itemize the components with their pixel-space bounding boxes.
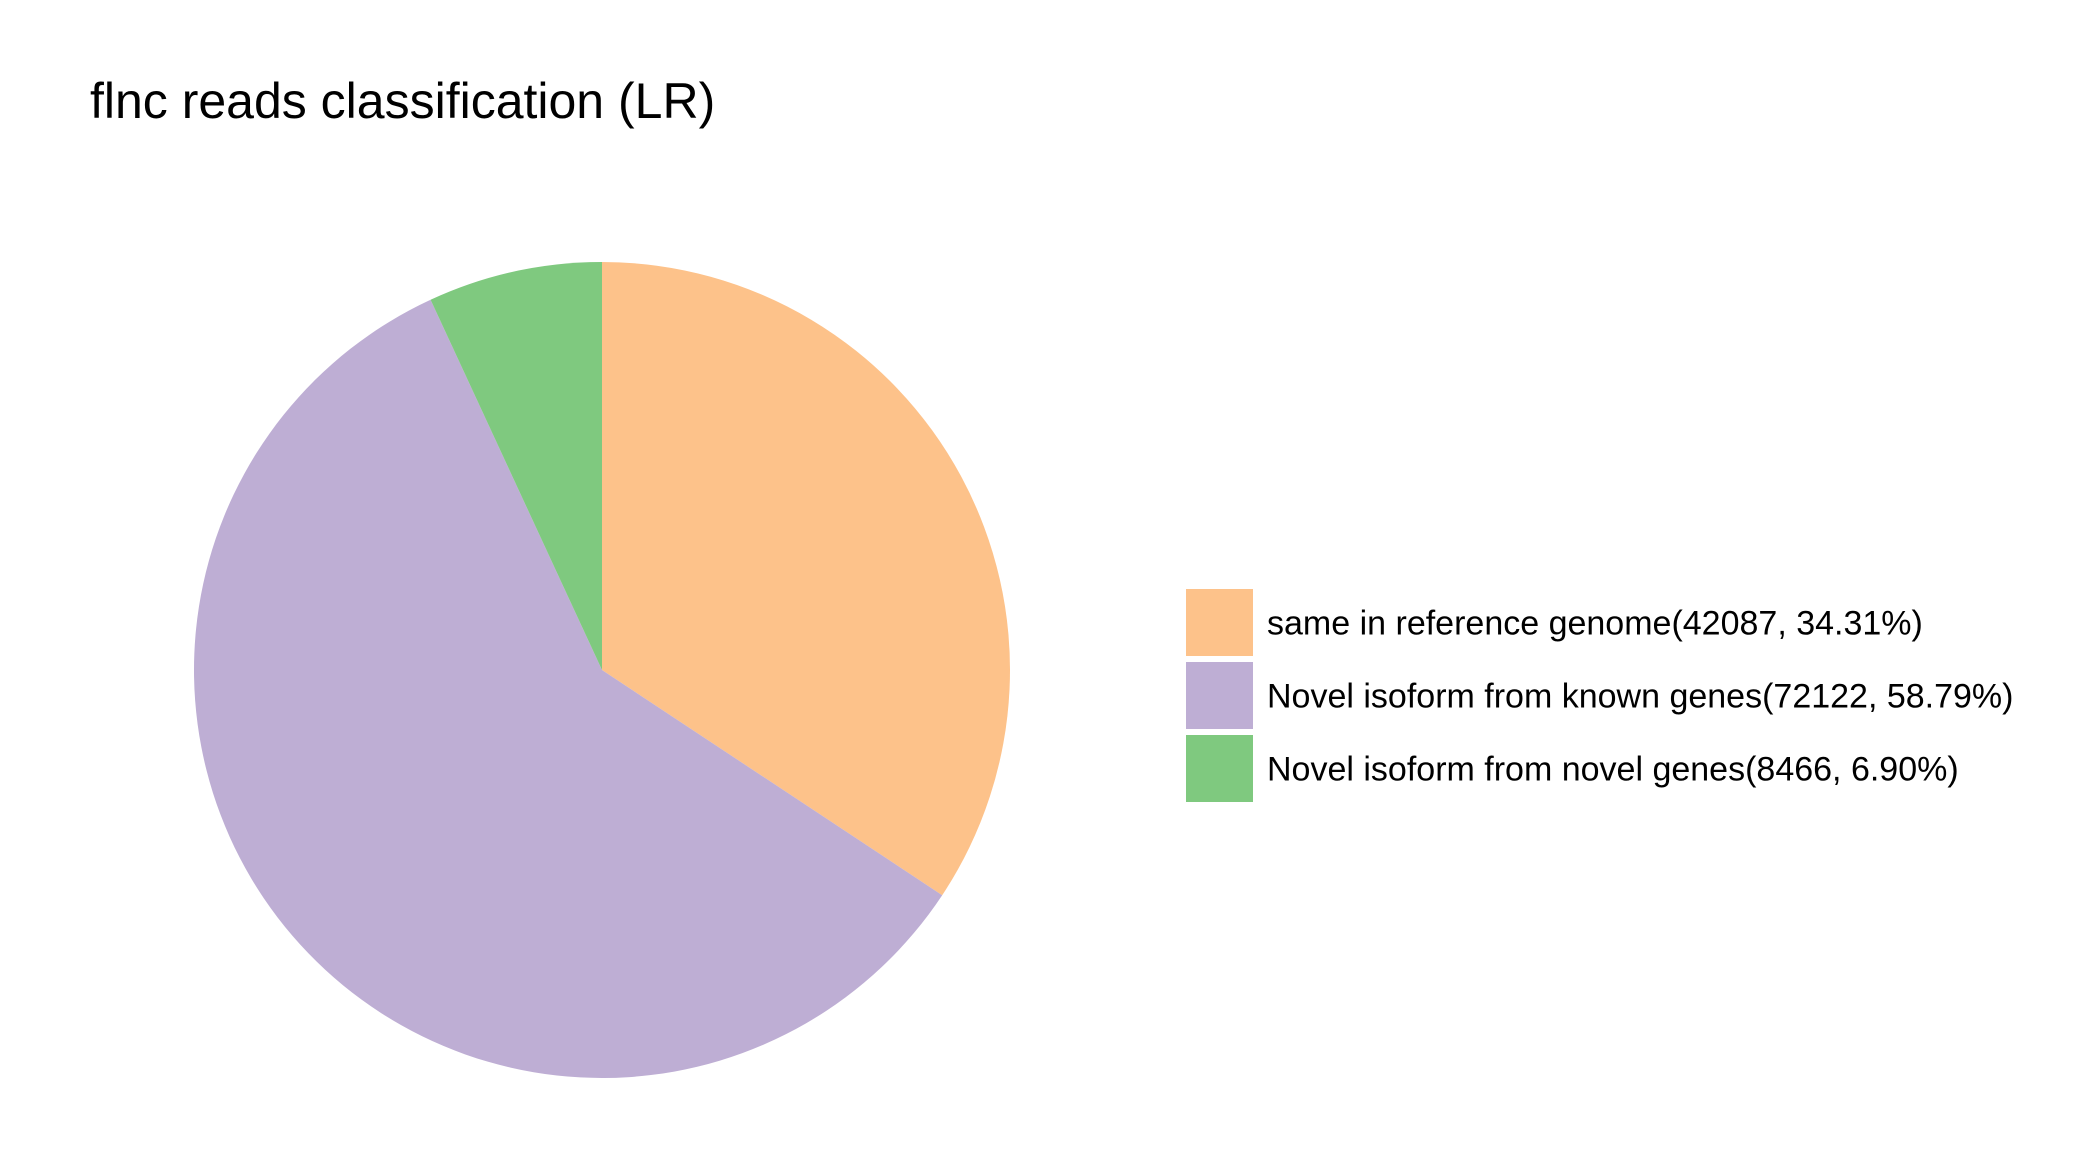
legend: same in reference genome(42087, 34.31%) N… xyxy=(1186,589,2014,802)
pie-slices xyxy=(193,262,1010,1079)
legend-swatch-3 xyxy=(1186,735,1253,802)
pie-slice-1 xyxy=(602,262,1010,896)
legend-swatch-1 xyxy=(1186,589,1253,656)
legend-label-1: same in reference genome(42087, 34.31%) xyxy=(1267,605,1923,643)
pie-slice-3 xyxy=(430,262,602,670)
legend-swatch-2 xyxy=(1186,662,1253,729)
legend-label-3: Novel isoform from novel genes(8466, 6.9… xyxy=(1267,751,1959,789)
legend-label-2: Novel isoform from known genes(72122, 58… xyxy=(1267,678,2014,716)
chart-title: flnc reads classification (LR) xyxy=(90,73,715,129)
pie-slice-2 xyxy=(193,299,943,1079)
